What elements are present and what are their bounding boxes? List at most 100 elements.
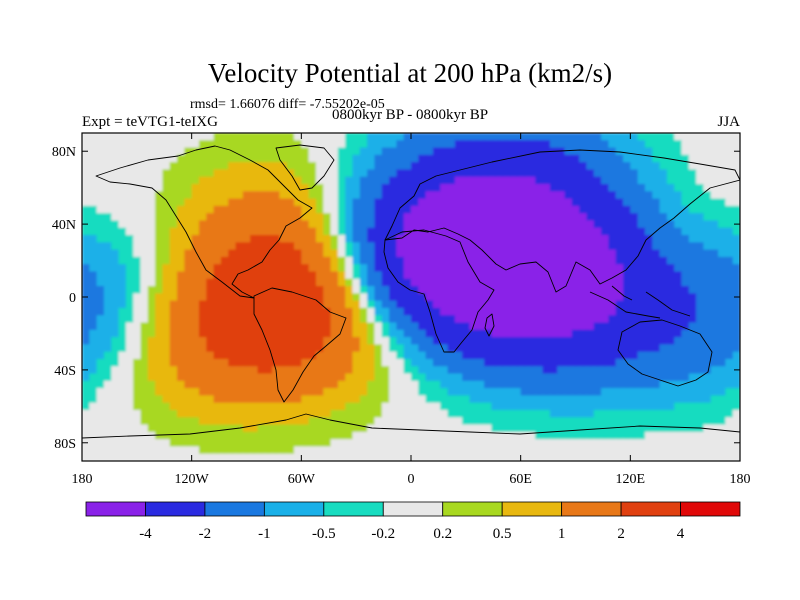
colorbar-label: 0.5	[493, 526, 512, 542]
field-cell	[564, 271, 573, 280]
field-cell	[506, 409, 514, 418]
field-cell	[315, 271, 324, 280]
field-cell	[198, 278, 207, 287]
field-cell	[535, 373, 544, 382]
field-cell	[257, 176, 266, 185]
field-cell	[381, 140, 390, 149]
field-cell	[440, 439, 449, 448]
field-cell	[637, 147, 646, 156]
field-cell	[557, 439, 566, 448]
field-cell	[586, 300, 595, 309]
field-cell	[571, 431, 580, 440]
field-cell	[593, 446, 602, 455]
field-cell	[337, 439, 346, 448]
field-cell	[82, 162, 90, 171]
y-tick-label: 0	[69, 291, 76, 306]
field-cell	[191, 402, 200, 411]
field-cell	[630, 169, 639, 178]
field-cell	[301, 337, 310, 345]
field-cell	[184, 133, 193, 141]
field-cell	[506, 205, 514, 214]
field-cell	[484, 227, 493, 236]
field-cell	[396, 191, 405, 200]
field-cell	[162, 351, 171, 360]
field-cell	[337, 388, 346, 396]
field-cell	[89, 271, 98, 280]
field-cell	[279, 300, 288, 309]
field-cell	[250, 264, 259, 273]
field-cell	[411, 358, 419, 367]
field-cell	[659, 286, 668, 294]
field-cell	[191, 315, 200, 324]
field-cell	[484, 242, 493, 251]
field-cell	[623, 220, 631, 229]
field-cell	[498, 431, 507, 440]
field-cell	[564, 373, 573, 382]
field-cell	[586, 264, 595, 273]
field-cell	[96, 344, 105, 353]
field-cell	[586, 140, 595, 149]
field-cell	[264, 213, 273, 222]
field-cell	[257, 271, 266, 280]
field-cell	[352, 191, 361, 200]
field-cell	[367, 409, 376, 418]
field-cell	[447, 402, 456, 411]
field-cell	[220, 147, 229, 156]
field-cell	[177, 409, 185, 418]
field-cell	[447, 337, 456, 345]
field-cell	[133, 358, 142, 367]
field-cell	[579, 154, 588, 163]
field-cell	[586, 271, 595, 280]
field-cell	[447, 453, 456, 461]
field-cell	[242, 417, 251, 426]
field-cell	[301, 147, 310, 156]
field-cell	[323, 424, 332, 433]
field-cell	[432, 235, 441, 243]
field-cell	[513, 198, 522, 207]
field-cell	[279, 140, 288, 149]
field-cell	[177, 402, 185, 411]
field-cell	[381, 249, 390, 258]
field-cell	[696, 140, 705, 149]
field-cell	[389, 402, 397, 411]
field-cell	[513, 395, 522, 404]
field-cell	[447, 140, 456, 149]
field-cell	[147, 249, 156, 258]
field-cell	[725, 417, 734, 426]
field-cell	[103, 395, 112, 404]
field-cell	[118, 227, 127, 236]
field-cell	[111, 358, 120, 367]
field-cell	[725, 351, 734, 360]
field-cell	[549, 278, 558, 287]
field-cell	[250, 176, 259, 185]
field-cell	[542, 344, 551, 353]
field-cell	[294, 191, 302, 200]
field-cell	[177, 424, 185, 433]
field-cell	[177, 337, 185, 345]
field-cell	[637, 235, 646, 243]
field-cell	[279, 278, 288, 287]
field-cell	[564, 424, 573, 433]
field-cell	[564, 176, 573, 185]
field-cell	[89, 439, 98, 448]
field-cell	[732, 162, 740, 171]
field-cell	[323, 446, 332, 455]
field-cell	[732, 424, 740, 433]
field-cell	[447, 256, 456, 265]
field-cell	[286, 409, 295, 418]
field-cell	[710, 286, 719, 294]
field-cell	[447, 213, 456, 222]
field-cell	[169, 366, 178, 375]
field-cell	[535, 205, 544, 214]
field-cell	[513, 344, 522, 353]
field-cell	[315, 154, 324, 163]
field-cell	[162, 184, 171, 192]
field-cell	[411, 235, 419, 243]
field-cell	[279, 431, 288, 440]
field-cell	[345, 169, 354, 178]
field-cell	[272, 446, 280, 455]
field-cell	[579, 373, 588, 382]
field-cell	[125, 184, 134, 192]
field-cell	[213, 249, 222, 258]
field-cell	[191, 307, 200, 316]
